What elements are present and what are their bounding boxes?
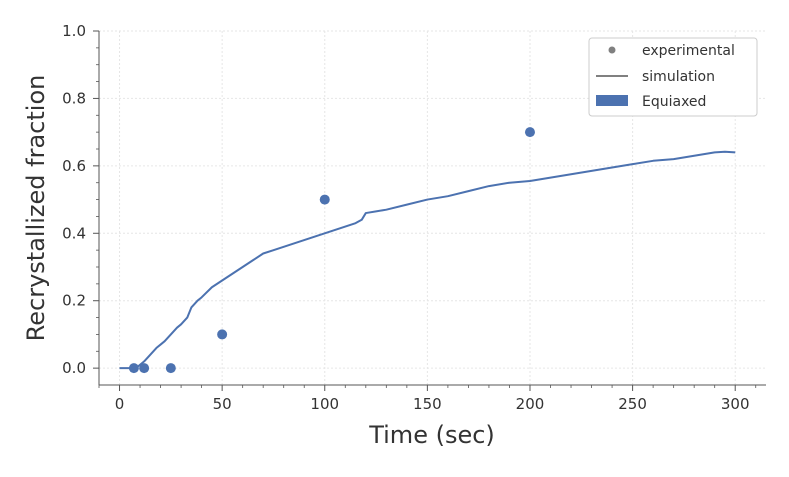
x-tick-label-5: 250 (618, 395, 647, 413)
experimental-point-3 (217, 329, 228, 340)
axis-labels: Time (sec) Recrystallized fraction (22, 75, 495, 449)
y-tick-label-5: 1.0 (62, 22, 86, 40)
y-axis-title: Recrystallized fraction (22, 75, 50, 342)
experimental-point-2 (165, 363, 176, 374)
legend-experimental-label: experimental (642, 43, 735, 59)
x-tick-label-4: 200 (516, 395, 545, 413)
y-tick-label-1: 0.2 (62, 292, 86, 310)
x-tick-label-0: 0 (115, 395, 125, 413)
legend-equiaxed-label: Equiaxed (642, 94, 706, 110)
legend-simulation-label: simulation (642, 69, 715, 85)
x-tick-label-3: 150 (413, 395, 442, 413)
y-tick-label-4: 0.8 (62, 89, 86, 107)
x-axis-title: Time (sec) (368, 421, 495, 449)
y-tick-label-0: 0.0 (62, 359, 86, 377)
y-tick-label-3: 0.6 (62, 157, 86, 175)
axes: 0 50 100 150 200 250 300 0.0 0.2 0.4 0.6 0.8 1.0 (62, 22, 766, 413)
experimental-point-4 (319, 194, 330, 205)
y-tick-label-2: 0.4 (62, 224, 86, 242)
x-tick-label-1: 50 (213, 395, 232, 413)
grid-lines (99, 30, 766, 385)
legend-equiaxed-patch-icon (596, 95, 628, 106)
legend-experimental-marker-icon (608, 46, 616, 54)
experimental-point-1 (139, 363, 150, 374)
simulation-line (119, 150, 736, 370)
plot-area (119, 127, 736, 374)
experimental-point-5 (524, 127, 535, 138)
legend: experimental simulation Equiaxed (588, 37, 758, 117)
x-tick-label-6: 300 (721, 395, 750, 413)
legend-box (588, 37, 758, 117)
x-tick-label-2: 100 (310, 395, 339, 413)
